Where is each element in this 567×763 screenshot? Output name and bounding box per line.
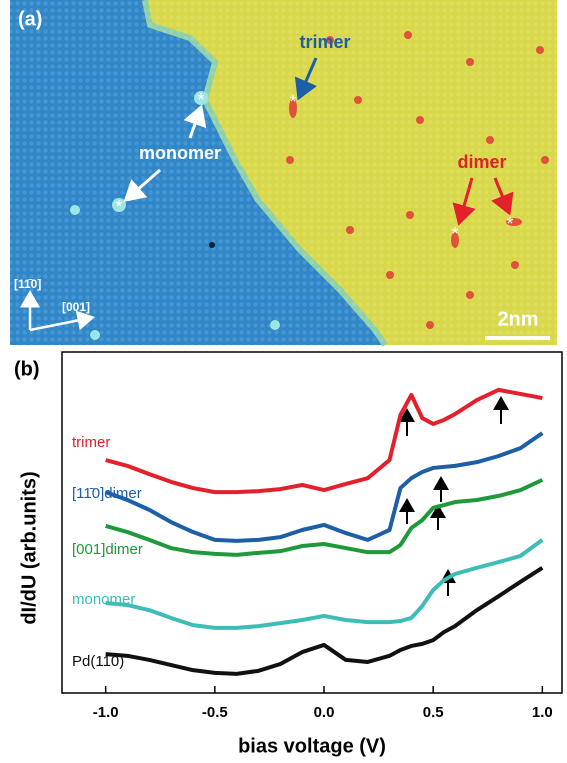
svg-text:*: * xyxy=(197,90,204,110)
monomers xyxy=(70,91,280,340)
adatoms xyxy=(286,31,549,329)
series-label: [001]dimer xyxy=(72,541,143,558)
direction-label: [11̄0] xyxy=(14,277,41,291)
x-tick-label: 0.0 xyxy=(314,704,335,721)
x-tick-label: -1.0 xyxy=(93,704,119,721)
series-label: trimer xyxy=(72,434,110,451)
svg-text:*: * xyxy=(115,197,122,217)
axis-arrow xyxy=(29,310,95,332)
plot-frame xyxy=(61,351,563,694)
series-line xyxy=(104,431,544,543)
stm-image: * * * * * (a) trimer monomer dimer [11̄0] [… xyxy=(10,0,557,347)
arrow xyxy=(491,177,514,216)
trimer-label: trimer xyxy=(299,32,350,52)
svg-text:*: * xyxy=(451,224,458,244)
arrow xyxy=(183,104,207,139)
panel-label: (b) xyxy=(14,358,40,380)
series-label: Pd(110) xyxy=(72,653,124,670)
monomer-label: monomer xyxy=(139,143,221,163)
y-axis-title: dI/dU (arb.units) xyxy=(18,471,40,624)
series-line xyxy=(105,538,544,630)
series-line xyxy=(105,566,544,676)
dimer-label: dimer xyxy=(457,152,506,172)
arrow xyxy=(452,177,476,226)
x-tick-label: 1.0 xyxy=(532,704,553,721)
scale-label: 2nm xyxy=(497,308,538,330)
direction-label: [001] xyxy=(62,300,90,314)
panel-label: (a) xyxy=(18,8,42,30)
defect xyxy=(209,242,215,248)
arrow xyxy=(123,168,161,202)
stars: * * * * * xyxy=(115,90,513,244)
x-tick-label: 0.5 xyxy=(423,704,444,721)
series-line xyxy=(105,387,543,495)
series-line xyxy=(105,478,544,557)
svg-text:*: * xyxy=(289,92,296,112)
atom-lattice xyxy=(10,0,557,345)
series-label: [11̄0]dimer xyxy=(72,485,142,502)
arrow xyxy=(294,57,318,101)
series-label: monomer xyxy=(72,591,135,608)
x-tick-label: -0.5 xyxy=(202,704,228,721)
svg-text:*: * xyxy=(506,214,513,234)
x-axis-title: bias voltage (V) xyxy=(238,735,386,757)
